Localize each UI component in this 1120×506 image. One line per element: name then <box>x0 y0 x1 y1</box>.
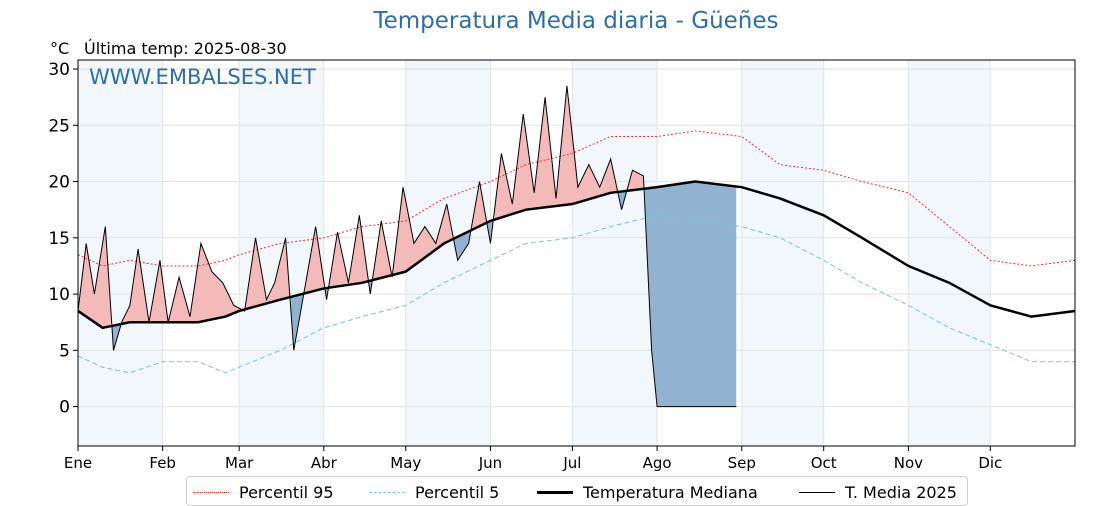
x-tick-label: Nov <box>894 454 923 472</box>
last-temp-label: Última temp: 2025-08-30 <box>84 39 287 58</box>
watermark-text: WWW.EMBALSES.NET <box>89 65 316 89</box>
warm-anomaly-fill <box>121 243 242 324</box>
x-tick-label: Oct <box>811 454 837 472</box>
month-band <box>78 60 163 446</box>
y-tick-label: 10 <box>48 285 70 305</box>
chart-title: Temperatura Media diaria - Güeñes <box>373 8 779 34</box>
x-tick-label: Ene <box>64 454 92 472</box>
anomaly-fills <box>78 85 737 407</box>
x-axis-ticks: Ene Feb Mar Abr May Jun Jul Ago Sep Oct Nov Dic <box>64 446 1002 472</box>
x-tick-label: Jul <box>562 454 581 472</box>
x-tick-label: Mar <box>225 454 254 472</box>
y-axis-unit: °C <box>50 39 70 58</box>
x-tick-label: Abr <box>311 454 338 472</box>
legend-item-p95: Percentil 95 <box>193 481 334 503</box>
cold-anomaly-fill <box>487 220 494 244</box>
x-tick-label: Feb <box>149 454 176 472</box>
legend-swatch-p5 <box>369 491 405 493</box>
series-line-median <box>77 180 1076 330</box>
legend-item-p5: Percentil 5 <box>369 481 499 503</box>
legend-label-median: Temperatura Mediana <box>583 482 758 502</box>
y-tick-label: 25 <box>48 116 70 136</box>
legend-item-2025: T. Media 2025 <box>799 481 957 503</box>
warm-anomaly-fill <box>373 220 391 281</box>
y-tick-label: 0 <box>59 398 70 418</box>
series-line-p95 <box>77 130 1076 267</box>
x-tick-label: May <box>390 454 421 472</box>
legend-swatch-median <box>537 490 573 494</box>
cold-anomaly-fill <box>453 230 470 261</box>
legend-label-2025: T. Media 2025 <box>845 482 957 502</box>
cold-anomaly-fill <box>112 324 121 351</box>
legend-swatch-2025 <box>799 491 835 493</box>
month-band <box>741 60 824 446</box>
month-band <box>908 60 991 446</box>
warm-anomaly-fill <box>329 215 368 288</box>
y-tick-label: 20 <box>48 173 70 193</box>
y-axis-ticks: 0 5 10 15 20 25 30 <box>48 60 78 418</box>
series-lines <box>77 85 1076 408</box>
x-tick-label: Sep <box>728 454 756 472</box>
x-tick-label: Ago <box>643 454 672 472</box>
y-tick-label: 5 <box>59 341 70 361</box>
warm-anomaly-fill <box>78 226 111 328</box>
cold-anomaly-fill <box>618 190 626 210</box>
legend-swatch-p95 <box>193 491 229 493</box>
cold-anomaly-fill <box>368 280 372 295</box>
x-tick-label: Jun <box>478 454 502 472</box>
y-tick-label: 30 <box>48 60 70 80</box>
warm-anomaly-fill <box>393 187 453 275</box>
month-band <box>572 60 658 446</box>
cold-anomaly-fill <box>644 181 737 407</box>
x-tick-label: Dic <box>978 454 1002 472</box>
plot-frame <box>77 59 1076 447</box>
warm-anomaly-fill <box>471 181 487 231</box>
cold-anomaly-fill <box>325 287 328 300</box>
cold-anomaly-fill <box>291 293 304 351</box>
warm-anomaly-fill <box>494 85 618 220</box>
warm-anomaly-fill <box>304 226 324 294</box>
month-bands <box>78 60 991 446</box>
series-line-2025 <box>77 85 737 408</box>
series-line-p5 <box>77 214 1075 374</box>
warm-anomaly-fill <box>245 237 290 310</box>
legend-label-p5: Percentil 5 <box>415 482 500 502</box>
legend-label-p95: Percentil 95 <box>239 482 334 502</box>
y-tick-label: 15 <box>48 229 70 249</box>
chart-legend: Percentil 95 Percentil 5 Temperatura Med… <box>186 476 968 506</box>
legend-item-median: Temperatura Mediana <box>537 481 758 503</box>
